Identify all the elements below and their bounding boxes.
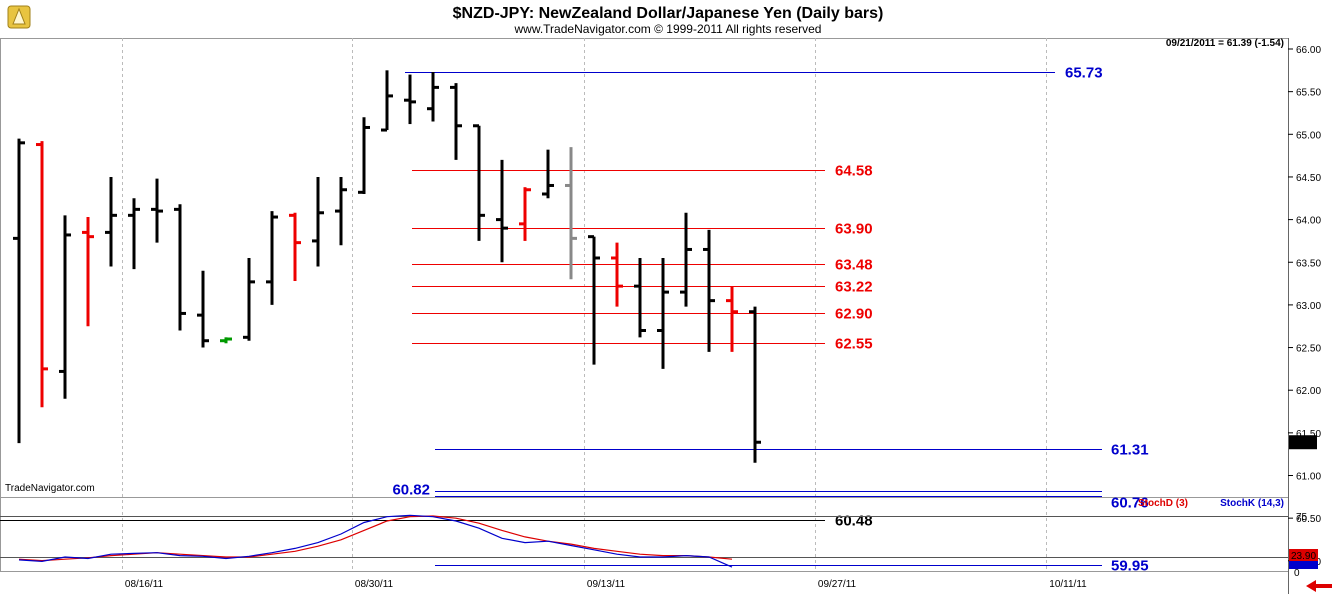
level-label: 62.90 — [835, 306, 873, 323]
chart-title: $NZD-JPY: NewZealand Dollar/Japanese Yen… — [453, 5, 884, 22]
y-tick-label: 61.50 — [1296, 429, 1321, 440]
stoch-k-value-tag — [1289, 561, 1318, 569]
y-tick-label: 62.00 — [1296, 386, 1321, 397]
level-label: 60.48 — [835, 513, 873, 530]
legend-stoch-k: StochK (14,3) — [1220, 498, 1284, 509]
stoch-last-value-tag — [1289, 549, 1318, 561]
y-tick-label: 64.00 — [1296, 216, 1321, 227]
stoch-series-line — [18, 515, 733, 562]
stoch-series-line — [18, 514, 733, 568]
legend-stoch-d: StochD (3) — [1138, 498, 1188, 509]
stoch-bottom-label: 0 — [1294, 568, 1300, 579]
y-tick-label: 63.50 — [1296, 258, 1321, 269]
level-label: 60.76 — [1111, 495, 1149, 512]
level-label: 64.58 — [835, 163, 873, 180]
y-tick-label: 66.00 — [1296, 45, 1321, 56]
x-tick-label: 09/27/11 — [818, 579, 857, 590]
x-tick-label: 09/13/11 — [587, 579, 626, 590]
level-label: 63.90 — [835, 221, 873, 238]
last-price-label: 61.39 — [1291, 438, 1316, 449]
y-tick-label: 65.00 — [1296, 130, 1321, 141]
last-price-tag — [1289, 435, 1317, 450]
price-panel-frame — [0, 38, 1289, 498]
y-tick-label: 62.50 — [1296, 344, 1321, 355]
stoch-tick-label: 75 — [1296, 512, 1308, 523]
level-label: 60.82 — [392, 482, 430, 499]
last-value-readout: 09/21/2011 = 61.39 (-1.54) — [1166, 38, 1284, 49]
x-tick-label: 08/16/11 — [125, 579, 164, 590]
y-tick-label: 61.00 — [1296, 472, 1321, 483]
scroll-left-arrow-icon — [1306, 580, 1332, 592]
x-tick-label: 08/30/11 — [355, 579, 394, 590]
watermark: TradeNavigator.com — [5, 483, 95, 494]
level-label: 61.31 — [1111, 442, 1149, 459]
y-tick-label: 65.50 — [1296, 88, 1321, 99]
logo-glyph — [12, 7, 26, 25]
y-tick-label: 63.00 — [1296, 301, 1321, 312]
level-label: 63.48 — [835, 257, 873, 274]
y-tick-label: 64.50 — [1296, 173, 1321, 184]
stoch-last-value-label: 23.90 — [1291, 551, 1316, 562]
y-tick-label: 60.50 — [1296, 514, 1321, 525]
stoch-panel-frame — [0, 497, 1289, 572]
x-tick-label: 10/11/11 — [1049, 579, 1087, 590]
level-label: 63.22 — [835, 279, 873, 296]
level-label: 65.73 — [1065, 65, 1103, 82]
chart-subtitle: www.TradeNavigator.com © 1999-2011 All r… — [514, 22, 822, 36]
level-label: 59.95 — [1111, 558, 1149, 575]
level-label: 62.55 — [835, 336, 873, 353]
